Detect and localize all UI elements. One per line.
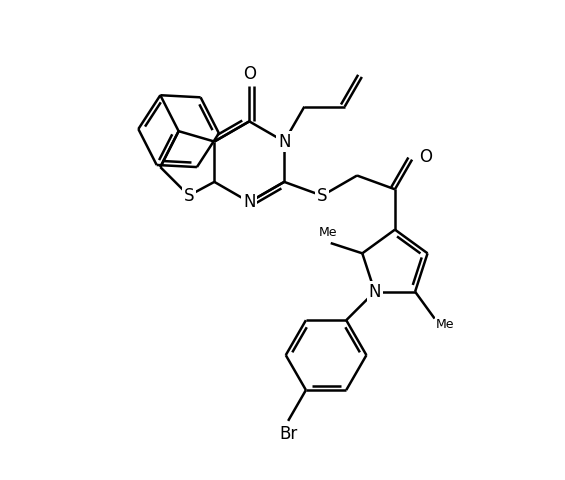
Text: Br: Br — [279, 425, 297, 443]
Text: N: N — [368, 283, 381, 300]
Text: O: O — [419, 148, 432, 166]
Text: N: N — [278, 132, 290, 151]
Text: Me: Me — [436, 318, 454, 331]
Text: Me: Me — [319, 226, 338, 239]
Text: S: S — [184, 187, 194, 204]
Text: S: S — [317, 187, 327, 204]
Text: O: O — [243, 65, 256, 83]
Text: N: N — [243, 193, 255, 211]
